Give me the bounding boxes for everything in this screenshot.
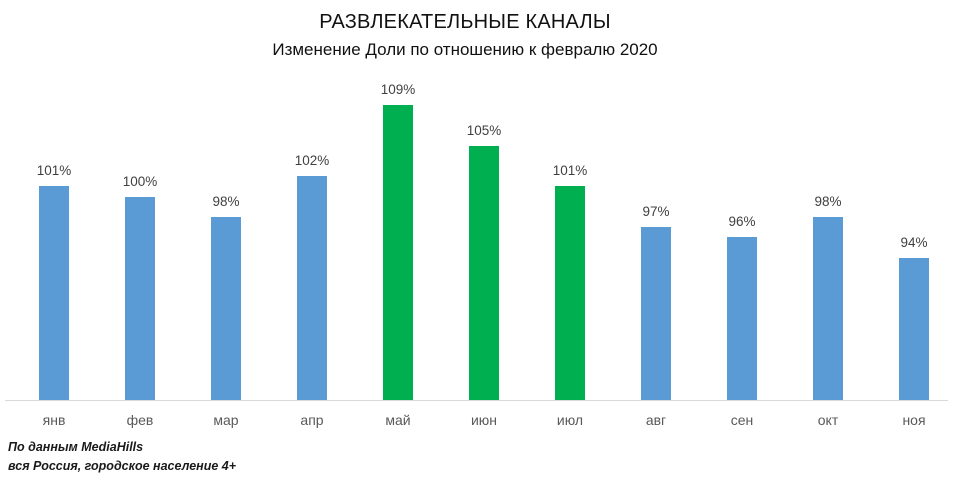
- x-axis-label-авг: авг: [645, 412, 667, 428]
- data-label-окт: 98%: [814, 194, 842, 209]
- bar-янв: [39, 186, 69, 400]
- data-label-мар: 98%: [212, 194, 240, 209]
- bar-июл: [555, 186, 585, 400]
- bar-окт: [813, 217, 843, 400]
- data-label-авг: 97%: [642, 204, 670, 219]
- x-axis-label-фев: фев: [126, 412, 154, 428]
- x-axis-label-ноя: ноя: [902, 412, 926, 428]
- bar-авг: [641, 227, 671, 400]
- bar-фев: [125, 197, 155, 400]
- chart-title: РАЗВЛЕКАТЕЛЬНЫЕ КАНАЛЫ: [319, 11, 611, 33]
- chart-subtitle: Изменение Доли по отношению к февралю 20…: [272, 40, 658, 59]
- source-line-2: вся Россия, городское население 4+: [8, 459, 237, 473]
- data-label-фев: 100%: [122, 174, 158, 189]
- data-label-апр: 102%: [294, 153, 330, 168]
- data-label-ноя: 94%: [900, 235, 928, 250]
- data-label-июл: 101%: [552, 163, 588, 178]
- bar-мар: [211, 217, 241, 400]
- bar-май: [383, 105, 413, 400]
- x-axis-label-июн: июн: [470, 412, 498, 428]
- x-axis-label-мар: мар: [213, 412, 239, 428]
- source-note: По данным MediaHills вся Россия, городск…: [8, 438, 236, 476]
- x-axis-label-май: май: [385, 412, 411, 428]
- data-label-май: 109%: [380, 82, 416, 97]
- x-axis-label-янв: янв: [42, 412, 66, 428]
- bar-ноя: [899, 258, 929, 400]
- source-line-1: По данным MediaHills: [8, 440, 144, 454]
- bar-сен: [727, 237, 757, 400]
- data-label-янв: 101%: [36, 163, 72, 178]
- x-axis-label-апр: апр: [300, 412, 324, 428]
- data-label-сен: 96%: [728, 214, 756, 229]
- x-axis-label-сен: сен: [730, 412, 754, 428]
- x-axis-label-окт: окт: [817, 412, 839, 428]
- data-label-июн: 105%: [466, 123, 502, 138]
- x-axis-label-июл: июл: [556, 412, 584, 428]
- bar-июн: [469, 146, 499, 400]
- x-axis-line: [5, 400, 948, 401]
- bar-апр: [297, 176, 327, 400]
- chart-header: РАЗВЛЕКАТЕЛЬНЫЕ КАНАЛЫ Изменение Доли по…: [0, 9, 930, 62]
